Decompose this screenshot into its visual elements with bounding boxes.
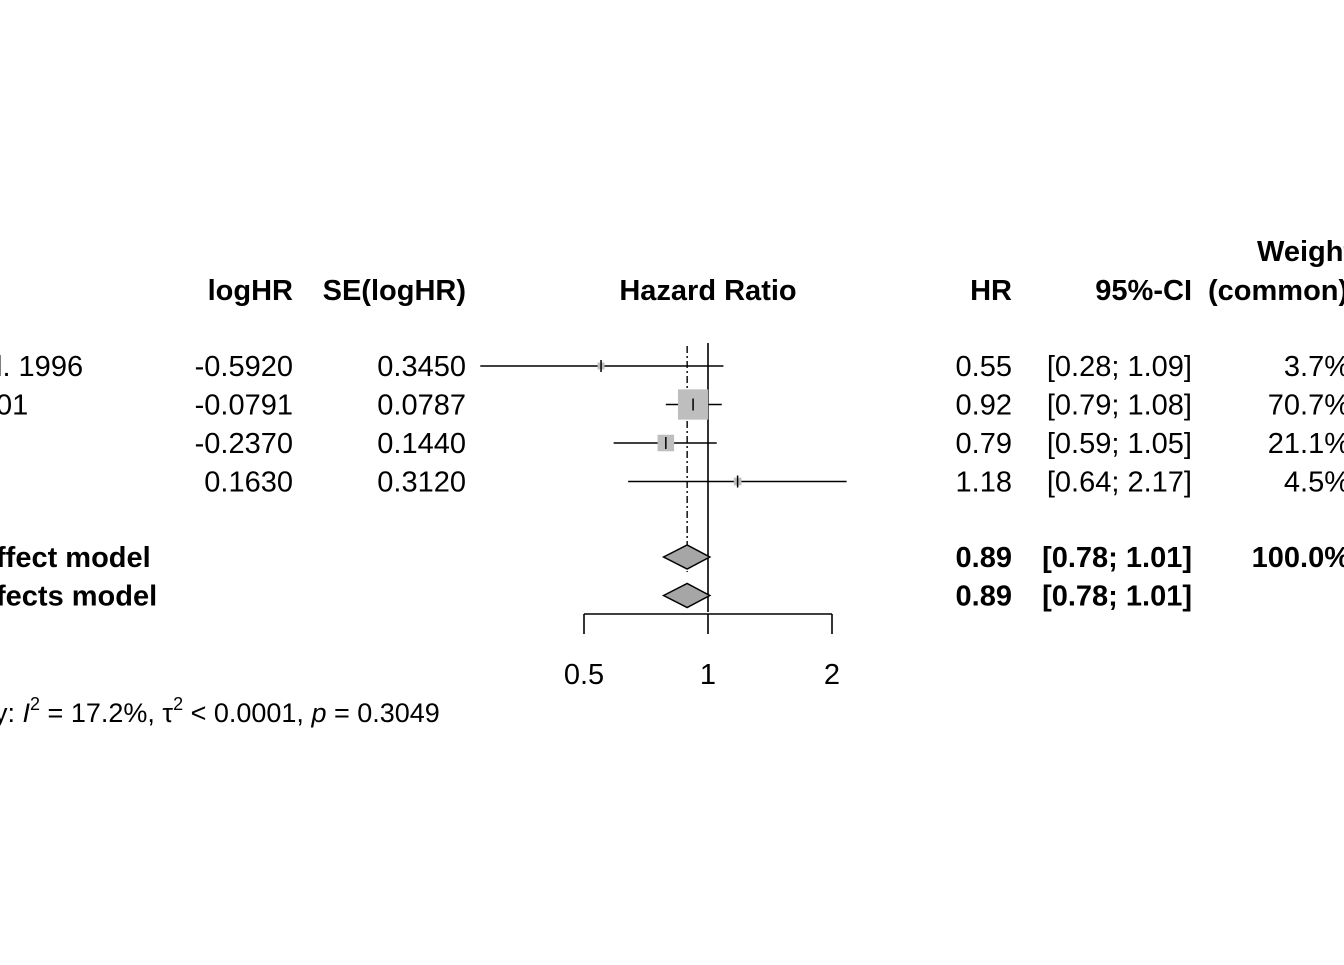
study-hr: 1.18 [956, 467, 1012, 499]
header-ci: 95%-CI [1095, 275, 1192, 307]
study-loghr: -0.0791 [195, 390, 293, 422]
pooled-ci: [0.78; 1.01] [1042, 542, 1192, 574]
study-hr: 0.79 [956, 428, 1012, 460]
rows: l. 1996 -0.5920 0.3450 0.55 [0.28; 1.09] 3.7%… [0, 351, 1344, 613]
study-weight: 3.7% [1284, 351, 1344, 383]
study-weight: 21.1% [1268, 428, 1344, 460]
p-value: = 0.3049 [326, 698, 439, 728]
i2-superscript: 2 [30, 694, 40, 714]
study-weight: 70.7% [1268, 390, 1344, 422]
i2-value: = 17.2%, [40, 698, 162, 728]
header-loghr: logHR [208, 275, 293, 307]
pooled-label: ffect model [0, 542, 151, 574]
header-plot: Hazard Ratio [619, 275, 796, 307]
header-hr: HR [970, 275, 1012, 307]
study-loghr: -0.5920 [195, 351, 293, 383]
study-loghr: 0.1630 [204, 467, 293, 499]
pooled-row: fects model 0.89 [0.78; 1.01] [0, 581, 1192, 613]
study-row: l. 1996 -0.5920 0.3450 0.55 [0.28; 1.09] 3.7% [0, 351, 1344, 383]
p-symbol: p [310, 698, 326, 728]
study-row: 0.1630 0.3120 1.18 [0.64; 2.17] 4.5% [204, 467, 1344, 499]
header-se: SE(logHR) [323, 275, 466, 307]
study-se: 0.3450 [377, 351, 466, 383]
x-tick-label: 2 [824, 659, 840, 691]
pooled-diamond [661, 582, 712, 609]
pooled-diamond [661, 544, 712, 570]
study-ci: [0.64; 2.17] [1047, 467, 1192, 499]
study-hr: 0.92 [956, 390, 1012, 422]
tau-symbol: τ [162, 698, 173, 728]
i2-symbol: I [23, 698, 31, 728]
pooled-row: ffect model 0.89 [0.78; 1.01] 100.0% [0, 542, 1344, 574]
pooled-hr: 0.89 [956, 581, 1012, 613]
study-se: 0.3120 [377, 467, 466, 499]
study-ci: [0.79; 1.08] [1047, 390, 1192, 422]
pooled-hr: 0.89 [956, 542, 1012, 574]
study-hr: 0.55 [956, 351, 1012, 383]
pooled-label: fects model [0, 581, 157, 613]
study-se: 0.1440 [377, 428, 466, 460]
study-ci: [0.59; 1.05] [1047, 428, 1192, 460]
tau-superscript: 2 [173, 694, 183, 714]
study-row: 01 -0.0791 0.0787 0.92 [0.79; 1.08] 70.7% [0, 389, 1344, 422]
study-ci: [0.28; 1.09] [1047, 351, 1192, 383]
tau-value: < 0.0001, [183, 698, 311, 728]
study-label: l. 1996 [0, 351, 83, 383]
study-weight: 4.5% [1284, 467, 1344, 499]
x-tick-label: 1 [700, 659, 716, 691]
heterogeneity-text: y: I2 = 17.2%, τ2 < 0.0001, p = 0.3049 [0, 694, 440, 728]
pooled-weight: 100.0% [1252, 542, 1344, 574]
study-se: 0.0787 [377, 390, 466, 422]
header-weight-line1: Weight [1257, 236, 1344, 268]
x-tick-label: 0.5 [564, 659, 604, 691]
heterogeneity-prefix: y: [0, 698, 23, 728]
header-weight-line2: (common) [1208, 275, 1344, 307]
study-row: -0.2370 0.1440 0.79 [0.59; 1.05] 21.1% [195, 428, 1344, 460]
pooled-ci: [0.78; 1.01] [1042, 581, 1192, 613]
study-loghr: -0.2370 [195, 428, 293, 460]
x-axis: 0.5 1 2 [564, 343, 840, 691]
study-label: 01 [0, 390, 28, 422]
